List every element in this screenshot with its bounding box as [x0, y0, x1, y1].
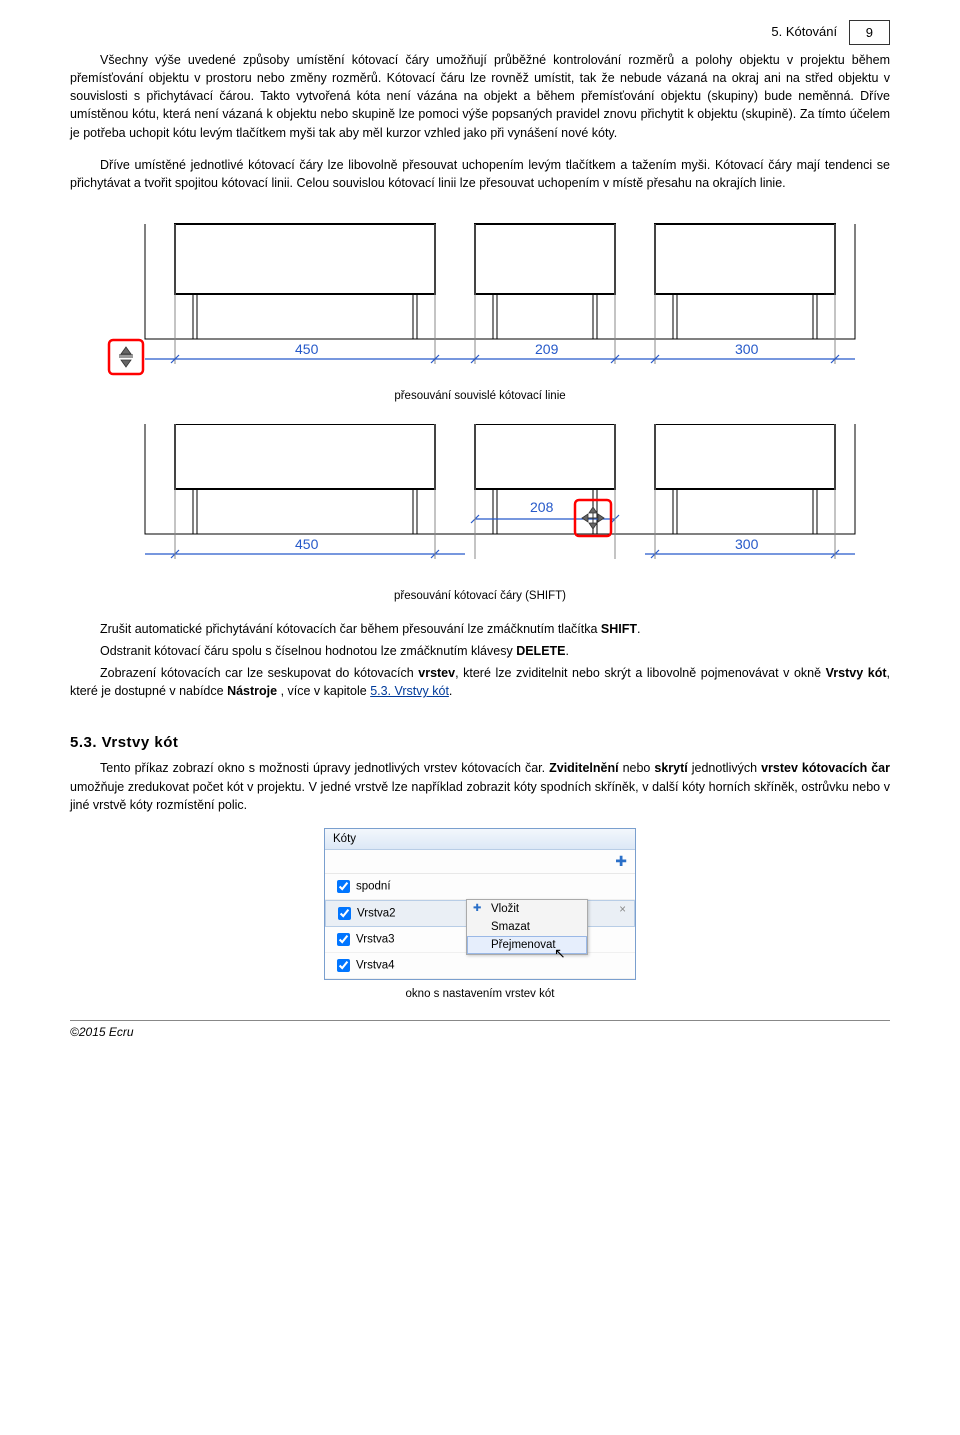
menu-insert[interactable]: Vložit	[467, 900, 587, 918]
layer-checkbox[interactable]	[338, 907, 351, 920]
dim-2-1: 450	[295, 536, 319, 552]
layer-row[interactable]: spodní	[325, 874, 635, 900]
paragraph-1: Všechny výše uvedené způsoby umístění kó…	[70, 51, 890, 142]
layer-checkbox[interactable]	[337, 933, 350, 946]
delete-icon[interactable]: ×	[619, 904, 626, 916]
context-menu[interactable]: Vložit Smazat Přejmenovat	[466, 899, 588, 955]
layer-checkbox[interactable]	[337, 959, 350, 972]
paragraph-4: Odstranit kótovací čáru spolu s číselnou…	[70, 642, 890, 660]
cursor-icon: ↖	[554, 945, 566, 962]
menu-rename[interactable]: Přejmenovat	[467, 936, 587, 954]
add-layer-button[interactable]: ✚	[325, 850, 635, 874]
paragraph-2: Dříve umístěné jednotlivé kótovací čáry …	[70, 156, 890, 192]
caption-3: okno s nastavením vrstev kót	[70, 988, 890, 1000]
chapter-title: 5. Kótování	[771, 24, 837, 39]
diagram-1: 450 209 300	[85, 214, 875, 384]
layer-checkbox[interactable]	[337, 880, 350, 893]
dim-2-3: 300	[735, 536, 759, 552]
link-5-3[interactable]: 5.3. Vrstvy kót	[370, 684, 449, 698]
caption-2: přesouvání kótovací čáry (SHIFT)	[70, 590, 890, 602]
paragraph-5: Zobrazení kótovacích car lze seskupovat …	[70, 664, 890, 700]
caption-1: přesouvání souvislé kótovací linie	[70, 390, 890, 402]
dim-2-2: 208	[530, 499, 554, 515]
menu-delete[interactable]: Smazat	[467, 918, 587, 936]
dialog-title: Kóty	[325, 829, 635, 850]
section-title-5-3: 5.3. Vrstvy kót	[70, 734, 890, 751]
dim-1-1: 450	[295, 341, 319, 357]
diagram-2: 450 300 208	[85, 424, 875, 584]
section-body: Tento příkaz zobrazí okno s možnosti úpr…	[70, 759, 890, 813]
dim-1-3: 300	[735, 341, 759, 357]
footer: ©2015 Ecru	[70, 1020, 890, 1039]
paragraph-3: Zrušit automatické přichytávání kótovací…	[70, 620, 890, 638]
layers-dialog[interactable]: Kóty ✚ spodní Vrstva2 × Vložit Smazat Př…	[324, 828, 636, 980]
layer-row[interactable]: Vrstva4	[325, 953, 635, 979]
page-number: 9	[849, 20, 890, 45]
layer-row-selected[interactable]: Vrstva2 × Vložit Smazat Přejmenovat ↖	[325, 900, 635, 927]
dim-1-2: 209	[535, 341, 559, 357]
page-header: 5. Kótování 9	[70, 20, 890, 45]
